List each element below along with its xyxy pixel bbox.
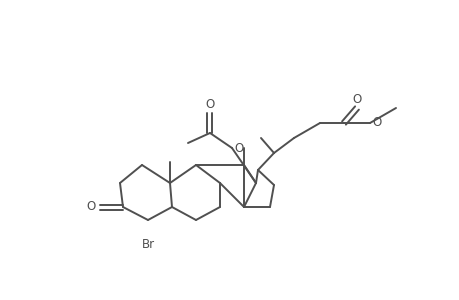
Text: O: O [234, 142, 243, 154]
Text: Br: Br [141, 238, 154, 251]
Text: O: O [371, 116, 381, 130]
Text: O: O [205, 98, 214, 111]
Text: O: O [352, 93, 361, 106]
Text: O: O [87, 200, 96, 214]
